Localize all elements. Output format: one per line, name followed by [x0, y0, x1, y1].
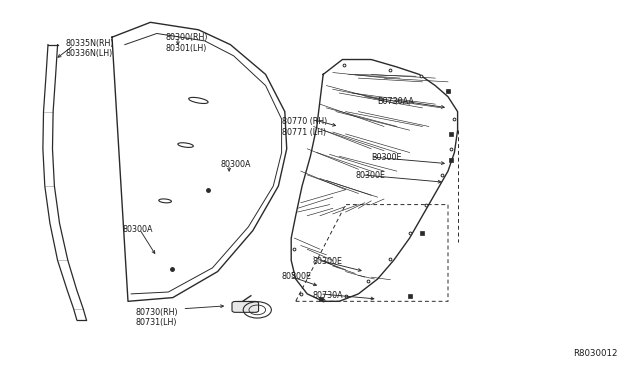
Text: 80300E: 80300E: [282, 272, 312, 281]
Text: 80300(RH)
80301(LH): 80300(RH) 80301(LH): [165, 33, 207, 53]
Text: R8030012: R8030012: [573, 349, 618, 358]
Text: 80730A: 80730A: [312, 291, 343, 300]
FancyBboxPatch shape: [232, 301, 259, 312]
Text: B0300E: B0300E: [371, 153, 402, 161]
Text: 80335N(RH)
80336N(LH): 80335N(RH) 80336N(LH): [65, 39, 114, 58]
Text: 80300E: 80300E: [312, 257, 342, 266]
Text: 80770 (RH)
80771 (LH): 80770 (RH) 80771 (LH): [282, 117, 327, 137]
Text: 80300A: 80300A: [221, 160, 252, 169]
Text: 80300A: 80300A: [123, 225, 154, 234]
Text: 80730(RH)
80731(LH): 80730(RH) 80731(LH): [136, 308, 179, 327]
Text: B0730AA: B0730AA: [378, 97, 415, 106]
Text: 80300E: 80300E: [355, 171, 385, 180]
